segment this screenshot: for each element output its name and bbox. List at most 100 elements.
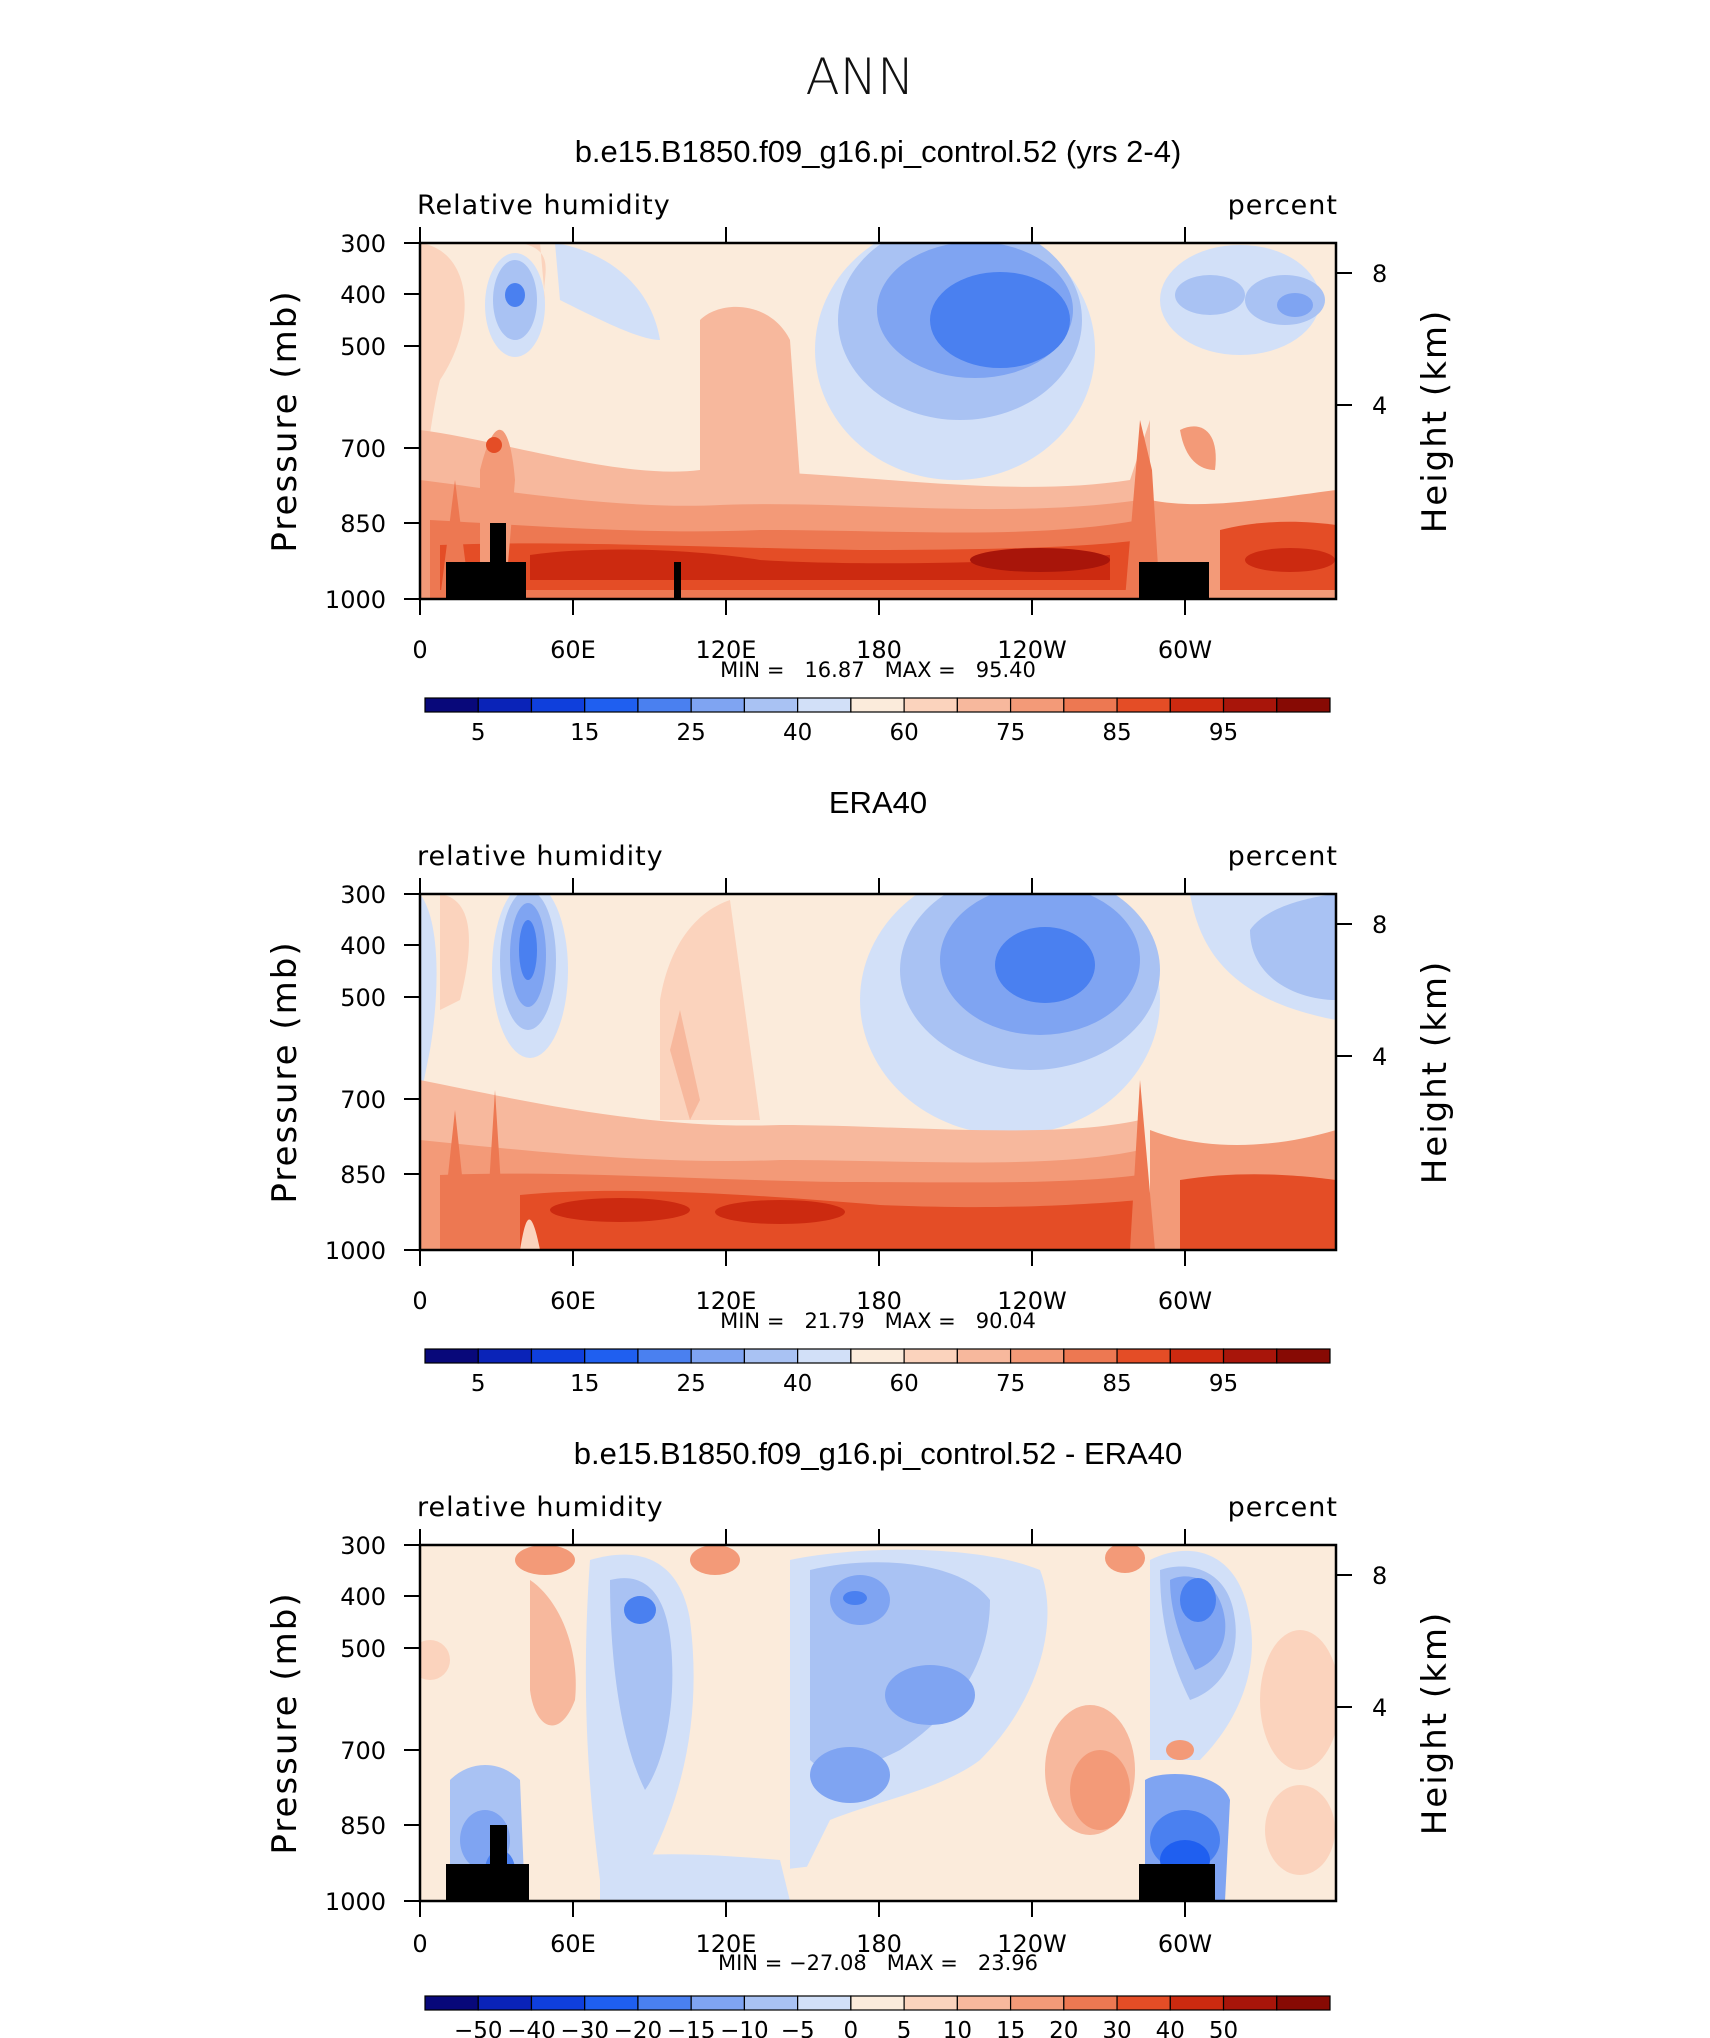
y-axis-right: [1336, 1574, 1352, 1708]
x-tick-labels: 0 60E 120E 180 120W 60W: [412, 1930, 1212, 1958]
x-tick-120E: 120E: [696, 636, 757, 664]
x-tick-180: 180: [856, 1287, 902, 1315]
min-max-readout: MIN = 21.79 MAX = 90.04: [720, 1309, 1036, 1333]
colorbar-box: [690, 1995, 746, 2011]
colorbar-box: [956, 1995, 1012, 2011]
y-axis-left: [404, 893, 420, 1251]
y-axis-label: Pressure (mb): [265, 1591, 305, 1854]
colorbar-label: 95: [1209, 720, 1238, 746]
x-tick-0: 0: [412, 1287, 427, 1315]
y-tick-700: 700: [340, 1737, 386, 1765]
colorbar-label: 85: [1102, 1371, 1131, 1397]
y-right-tick-4: 4: [1372, 1043, 1387, 1071]
y-tick-500: 500: [340, 333, 386, 361]
colorbar-label: 25: [677, 720, 706, 746]
colorbar-box: [903, 1348, 958, 1364]
x-axis-ticks: [419, 878, 1186, 1266]
colorbar-box: [530, 1348, 586, 1364]
colorbar-box: [1116, 1348, 1171, 1364]
y-tick-500: 500: [340, 1635, 386, 1663]
colorbar-label: 40: [1156, 2018, 1185, 2038]
colorbar-box: [1009, 1348, 1065, 1364]
colorbar-box: [1169, 697, 1225, 713]
colorbar-box: [1063, 1995, 1118, 2011]
colorbar-box: [637, 697, 692, 713]
colorbar-label: 95: [1209, 1371, 1238, 1397]
x-tick-180: 180: [856, 1930, 902, 1958]
min-max-readout: MIN = −27.08 MAX = 23.96: [718, 1951, 1038, 1975]
colorbar-box: [477, 1348, 533, 1364]
y-tick-700: 700: [340, 435, 386, 463]
y-tick-850: 850: [340, 1812, 386, 1840]
x-tick-60W: 60W: [1158, 636, 1212, 664]
x-tick-60W: 60W: [1158, 1930, 1212, 1958]
colorbar-box: [1276, 1995, 1331, 2011]
y-right-tick-8: 8: [1372, 1562, 1387, 1590]
colorbar-box: [1169, 1995, 1225, 2011]
colorbar-box: [690, 1348, 746, 1364]
y-tick-700: 700: [340, 1086, 386, 1114]
panel-right-label: percent: [1228, 190, 1338, 221]
colorbar-box: [584, 1995, 639, 2011]
colorbar-box: [797, 1348, 852, 1364]
y-right-tick-4: 4: [1372, 1694, 1387, 1722]
x-tick-60E: 60E: [550, 1930, 596, 1958]
colorbar: −50 −40 −30 −20 −15 −10 −5 0 5 10 15 20 30 40 50: [424, 1995, 1331, 2038]
y-right-tick-8: 8: [1372, 911, 1387, 939]
colorbar-label: 0: [844, 2018, 859, 2038]
colorbar-box: [477, 697, 533, 713]
colorbar-label: 20: [1049, 2018, 1078, 2038]
panel-left-label: relative humidity: [417, 1492, 664, 1523]
colorbar-box: [584, 697, 639, 713]
y-axis-left: [404, 242, 420, 600]
colorbar-box: [530, 1995, 586, 2011]
x-tick-180: 180: [856, 636, 902, 664]
y-tick-400: 400: [340, 1583, 386, 1611]
colorbar-label: −15: [667, 2018, 716, 2038]
x-tick-60E: 60E: [550, 1287, 596, 1315]
colorbar-label: 75: [996, 1371, 1025, 1397]
panel-era40: ERA40 relative humidity percent: [265, 785, 1455, 1397]
x-tick-0: 0: [412, 636, 427, 664]
colorbar-box: [477, 1995, 533, 2011]
colorbar-label: 10: [943, 2018, 972, 2038]
contour-field: [420, 1545, 1336, 1901]
y-tick-300: 300: [340, 230, 386, 258]
y-tick-labels: 300 400 500 700 850 1000: [325, 230, 386, 614]
y-axis-right: [1336, 923, 1352, 1057]
x-tick-120E: 120E: [696, 1287, 757, 1315]
min-max-readout: MIN = 16.87 MAX = 95.40: [720, 658, 1036, 682]
colorbar-label: −30: [560, 2018, 609, 2038]
x-tick-120W: 120W: [997, 636, 1067, 664]
y-tick-300: 300: [340, 881, 386, 909]
y-tick-400: 400: [340, 281, 386, 309]
y-tick-850: 850: [340, 1161, 386, 1189]
panel-right-label: percent: [1228, 1492, 1338, 1523]
y-axis-label: Pressure (mb): [265, 289, 305, 552]
panel-model: b.e15.B1850.f09_g16.pi_control.52 (yrs 2…: [265, 134, 1455, 746]
topography-mask: [446, 523, 1209, 599]
colorbar-box: [797, 697, 852, 713]
colorbar: 5 15 25 40 60 75 85 95: [424, 1348, 1331, 1397]
colorbar-label: 85: [1102, 720, 1131, 746]
y-axis-label: Pressure (mb): [265, 940, 305, 1203]
y-tick-1000: 1000: [325, 1888, 386, 1916]
colorbar-label: 5: [897, 2018, 912, 2038]
colorbar-box: [1009, 1995, 1065, 2011]
colorbar-box: [1276, 1348, 1331, 1364]
panel-title: b.e15.B1850.f09_g16.pi_control.52 - ERA4…: [574, 1436, 1182, 1471]
colorbar-label: 5: [471, 720, 486, 746]
y-axis-right-label: Height (km): [1415, 1611, 1455, 1836]
y-axis-right-label: Height (km): [1415, 960, 1455, 1185]
colorbar-box: [1009, 697, 1065, 713]
colorbar-label: 60: [889, 1371, 918, 1397]
colorbar-label: 50: [1209, 2018, 1238, 2038]
y-tick-300: 300: [340, 1532, 386, 1560]
y-axis-left: [404, 1544, 420, 1902]
colorbar-label: 25: [677, 1371, 706, 1397]
colorbar-label: 15: [570, 1371, 599, 1397]
colorbar-label: −5: [781, 2018, 815, 2038]
colorbar-box: [1222, 1348, 1278, 1364]
panel-difference: b.e15.B1850.f09_g16.pi_control.52 - ERA4…: [265, 1436, 1455, 2038]
colorbar-box: [1222, 1995, 1278, 2011]
